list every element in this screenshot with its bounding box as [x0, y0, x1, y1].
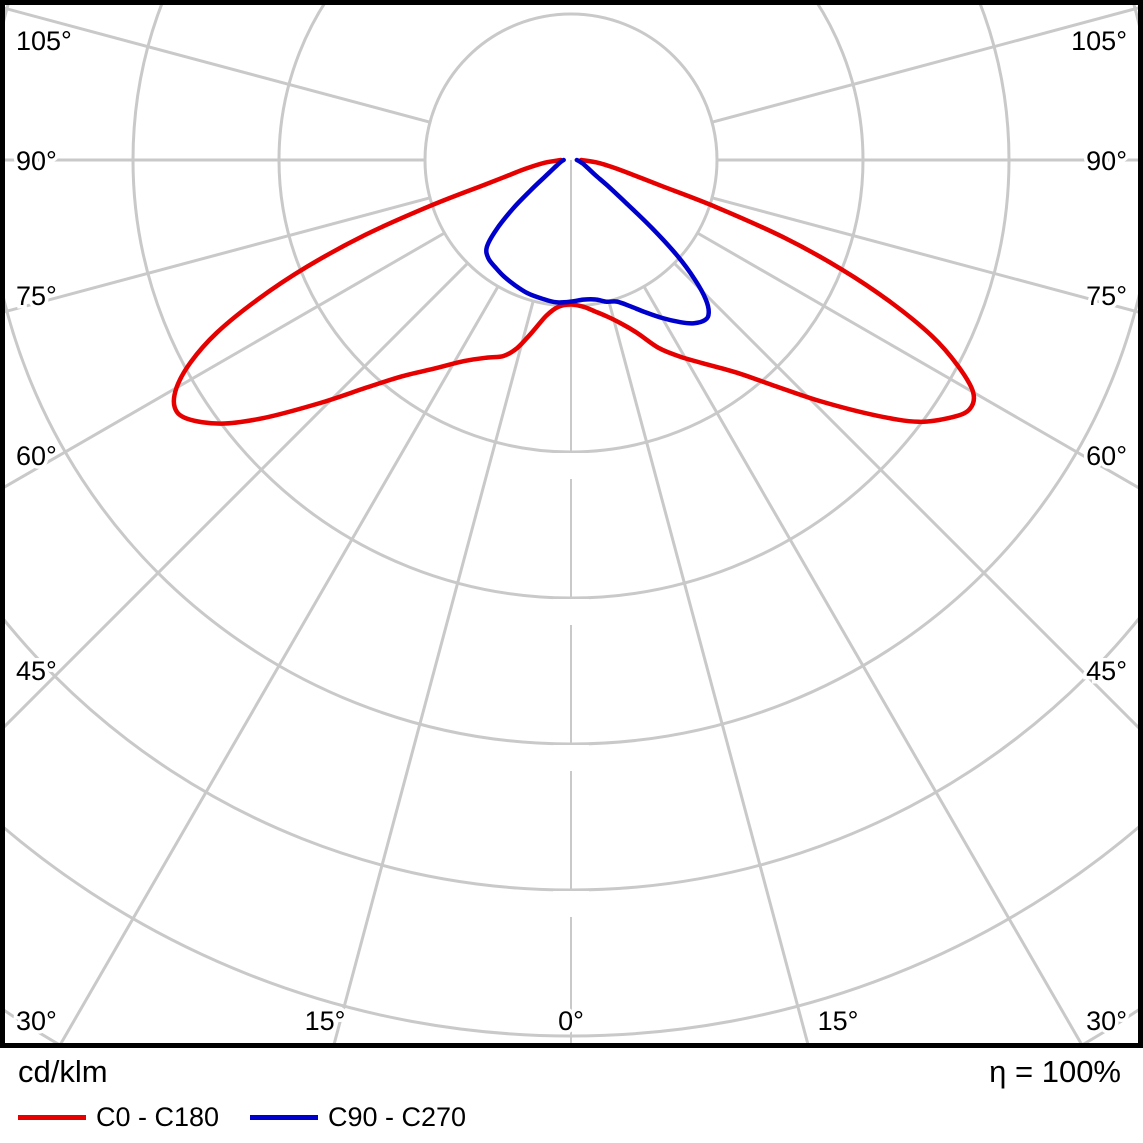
angle-label: 60° [1086, 441, 1127, 471]
legend-line-sample-c90-c270 [250, 1115, 318, 1120]
angle-label: 75° [1086, 281, 1127, 311]
curve-c0-c180 [171, 157, 977, 426]
axis-value-box [553, 745, 589, 771]
grid-radial-line [642, 285, 1086, 1048]
angle-label: 90° [16, 146, 57, 176]
grid-radial-line [331, 300, 535, 1048]
grid-radial-line [0, 196, 431, 315]
grid-radial-line [0, 5, 431, 124]
legend-entry-c0-c180: C0 - C180 [18, 1102, 219, 1133]
grid-radial-line [607, 300, 811, 1048]
angle-label: 90° [1086, 146, 1127, 176]
angle-label: 15° [818, 1006, 859, 1036]
grid-radial-line [673, 262, 1143, 735]
grid-radial-line [711, 5, 1143, 124]
grid-radial-line [696, 231, 1143, 492]
polar-chart-svg: 105° 90° 75° 60° 45° 30° 105° 90° 75° 60° 45° 30° 15… [0, 0, 1143, 1048]
angle-label: 45° [1086, 656, 1127, 686]
angle-label: 15° [305, 1006, 346, 1036]
angle-label: 30° [1086, 1006, 1127, 1036]
grid-radial-line [0, 262, 469, 734]
angle-label: 105° [16, 26, 72, 56]
angle-label: 75° [16, 281, 57, 311]
angle-label: 60° [16, 441, 57, 471]
axis-value-box [553, 891, 589, 917]
legend-entry-c90-c270: C90 - C270 [250, 1102, 466, 1133]
legend-label-c0-c180: C0 - C180 [96, 1102, 220, 1132]
grid-radial-line [711, 196, 1143, 315]
efficiency-label: η = 100% [989, 1054, 1121, 1089]
grid-radial-line [56, 285, 500, 1048]
legend-line-sample-c0-c180 [18, 1115, 86, 1120]
radial-unit-label: cd/klm [18, 1054, 108, 1089]
polar-chart: 105° 90° 75° 60° 45° 30° 105° 90° 75° 60° 45° 30° 15… [0, 0, 1143, 1048]
legend-bar: cd/klm η = 100% C0 - C180 C90 - C270 [0, 1048, 1143, 1143]
chart-border [0, 0, 1143, 1048]
angle-label: 105° [1071, 26, 1127, 56]
axis-value-box [553, 599, 589, 625]
curve-c90-c270 [484, 157, 711, 326]
angle-label: 0° [558, 1006, 584, 1036]
angle-label: 30° [16, 1006, 57, 1036]
axis-value-box [553, 453, 589, 479]
legend-label-c90-c270: C90 - C270 [328, 1102, 467, 1132]
grid-radial-line [0, 231, 446, 492]
angle-label: 45° [16, 656, 57, 686]
